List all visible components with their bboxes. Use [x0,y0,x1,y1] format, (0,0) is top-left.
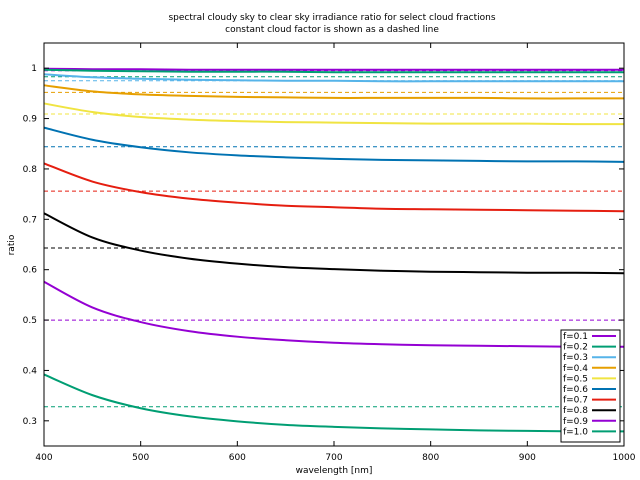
series-line-f=0.5 [43,102,625,126]
x-axis-label: wavelength [nm] [296,466,373,476]
series-line-f=0.6 [43,126,625,163]
plot-area [43,42,625,447]
legend-label: f=0.8 [563,406,588,416]
x-tick-label: 900 [519,453,536,463]
series-line-f=0.3 [43,73,624,83]
series-line-f=0.9 [43,280,625,348]
x-tick-label: 800 [422,453,439,463]
y-tick-label: 0.9 [23,115,38,125]
legend-label: f=0.2 [563,343,588,353]
legend-label: f=1.0 [563,427,588,437]
legend-label: f=0.6 [563,385,588,395]
y-axis-label: ratio [7,234,17,255]
x-tick-label: 500 [132,453,149,463]
y-tick-label: 0.5 [23,316,37,326]
series-lines [43,67,625,433]
x-tick-label: 400 [35,453,52,463]
y-tick-label: 0.3 [23,417,37,427]
legend-box [560,329,621,443]
x-tick-label: 1000 [613,453,636,463]
chart-title: spectral cloudy sky to clear sky irradia… [168,13,495,23]
legend-label: f=0.9 [563,417,588,427]
legend-label: f=0.7 [563,396,588,406]
legend-label: f=0.5 [563,374,588,384]
series-line-f=0.1 [43,67,624,71]
series-line-f=1.0 [43,373,625,433]
legend-label: f=0.3 [563,353,588,363]
y-tick-label: 0.6 [23,266,38,276]
legend-label: f=0.1 [563,332,588,342]
y-tick-label: 1 [31,64,37,74]
series-line-f=0.8 [43,212,625,275]
y-tick-label: 0.8 [23,165,38,175]
chart-subtitle: constant cloud factor is shown as a dash… [225,25,439,35]
series-line-f=0.7 [43,162,625,213]
x-tick-label: 600 [229,453,246,463]
y-tick-label: 0.7 [23,215,37,225]
x-axis: 400 500 600 700 800 900 1000 [35,43,636,463]
y-tick-label: 0.4 [23,366,38,376]
x-tick-label: 700 [325,453,342,463]
series-line-f=0.2 [43,68,624,74]
y-axis: 0.3 0.4 0.5 0.6 0.7 0.8 0.9 1 [23,64,624,427]
legend: f=0.1f=0.2f=0.3f=0.4f=0.5f=0.6f=0.7f=0.8… [560,329,621,443]
constant-lines [44,70,624,408]
series-line-f=0.4 [43,84,624,100]
legend-label: f=0.4 [563,364,588,374]
